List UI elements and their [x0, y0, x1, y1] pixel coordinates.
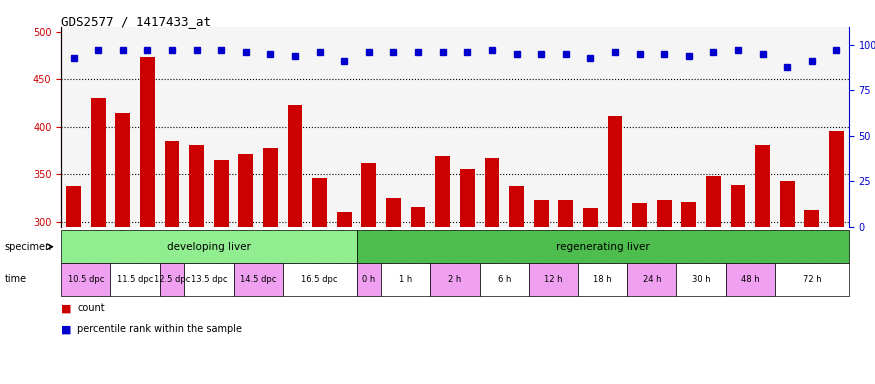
Bar: [706, 176, 721, 227]
Text: 18 h: 18 h: [593, 275, 612, 284]
Bar: [164, 141, 179, 227]
Text: 1 h: 1 h: [399, 275, 412, 284]
Bar: [780, 181, 794, 227]
Bar: [410, 207, 425, 227]
Bar: [436, 156, 450, 227]
Bar: [534, 200, 549, 227]
Text: 16.5 dpc: 16.5 dpc: [301, 275, 338, 284]
Bar: [583, 207, 598, 227]
Bar: [189, 145, 204, 227]
Text: 12.5 dpc: 12.5 dpc: [154, 275, 190, 284]
Bar: [386, 198, 401, 227]
Text: 2 h: 2 h: [448, 275, 462, 284]
Text: regenerating liver: regenerating liver: [556, 242, 649, 252]
Bar: [214, 160, 228, 227]
Text: ■: ■: [61, 303, 72, 313]
Bar: [460, 169, 475, 227]
Text: 24 h: 24 h: [642, 275, 662, 284]
Text: count: count: [77, 303, 105, 313]
Bar: [632, 203, 647, 227]
Bar: [731, 185, 746, 227]
Text: 11.5 dpc: 11.5 dpc: [117, 275, 153, 284]
Bar: [337, 212, 352, 227]
Bar: [263, 147, 278, 227]
Text: 30 h: 30 h: [692, 275, 710, 284]
Text: 10.5 dpc: 10.5 dpc: [67, 275, 104, 284]
Text: percentile rank within the sample: percentile rank within the sample: [77, 324, 242, 334]
Bar: [558, 200, 573, 227]
Text: time: time: [4, 274, 26, 285]
Text: ■: ■: [61, 324, 72, 334]
Bar: [682, 202, 696, 227]
Text: 14.5 dpc: 14.5 dpc: [240, 275, 276, 284]
Text: 72 h: 72 h: [802, 275, 821, 284]
Bar: [66, 186, 81, 227]
Text: 48 h: 48 h: [741, 275, 760, 284]
Bar: [91, 98, 106, 227]
Text: GDS2577 / 1417433_at: GDS2577 / 1417433_at: [61, 15, 211, 28]
Bar: [485, 158, 500, 227]
Bar: [116, 113, 130, 227]
Bar: [755, 145, 770, 227]
Text: 6 h: 6 h: [498, 275, 511, 284]
Text: developing liver: developing liver: [167, 242, 251, 252]
Text: specimen: specimen: [4, 242, 52, 252]
Bar: [140, 57, 155, 227]
Bar: [509, 186, 524, 227]
Bar: [607, 116, 622, 227]
Bar: [312, 178, 327, 227]
Bar: [288, 105, 303, 227]
Bar: [657, 200, 672, 227]
Text: 13.5 dpc: 13.5 dpc: [191, 275, 228, 284]
Bar: [804, 210, 819, 227]
Bar: [830, 131, 844, 227]
Text: 0 h: 0 h: [362, 275, 375, 284]
Bar: [361, 163, 376, 227]
Bar: [238, 154, 253, 227]
Text: 12 h: 12 h: [544, 275, 563, 284]
